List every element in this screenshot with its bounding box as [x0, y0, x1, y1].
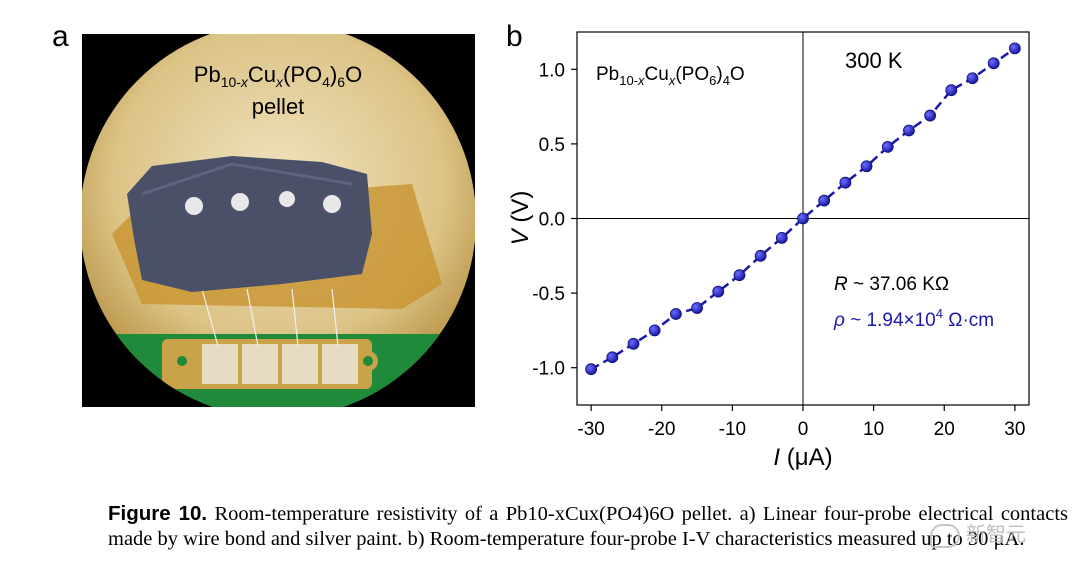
y-tick-label: -0.5 [532, 284, 565, 305]
sample-photo: Pb10-xCux(PO4)6O pellet [82, 34, 475, 407]
data-point [797, 212, 809, 225]
y-tick-label: -1.0 [532, 359, 565, 380]
data-point [839, 176, 852, 189]
data-point [712, 285, 725, 298]
x-tick-label: -20 [648, 419, 675, 440]
data-point [881, 140, 894, 153]
panel-b-letter: b [506, 20, 523, 53]
x-tick-label: -30 [577, 419, 604, 440]
data-point [1008, 42, 1021, 55]
data-point [733, 269, 746, 282]
data-point [754, 249, 767, 262]
figure-caption: Figure 10. Room-temperature resistivity … [108, 501, 1068, 552]
data-point [860, 160, 873, 173]
pellet-sample [127, 156, 372, 292]
y-axis-label: V (V) [507, 191, 534, 246]
y-tick-label: 1.0 [539, 60, 565, 81]
resistivity-annotation: ρ ~ 1.94×104 Ω·cm [833, 306, 994, 331]
temperature-annotation: 300 K [845, 48, 903, 73]
data-point [585, 363, 598, 376]
data-point [818, 194, 831, 207]
x-tick-label: 20 [934, 419, 955, 440]
watermark: 新智元 [930, 518, 1026, 548]
caption-lead: Figure 10. [108, 502, 208, 525]
data-point [606, 351, 619, 364]
data-point [966, 72, 979, 85]
x-tick-label: -10 [719, 419, 746, 440]
caption-text: Room-temperature resistivity of a Pb10-x… [108, 503, 1069, 550]
x-tick-label: 10 [863, 419, 884, 440]
x-axis-label: I (μA) [773, 444, 832, 471]
data-point [627, 337, 640, 350]
panel-a-letter: a [52, 20, 69, 53]
data-point [648, 324, 661, 337]
watermark-text: 新智元 [966, 524, 1026, 546]
resistance-annotation: R ~ 37.06 KΩ [834, 274, 949, 295]
photo-label-formula: Pb10-xCux(PO4)6O [194, 62, 362, 90]
chart-formula-annotation: Pb10-xCux(PO6)4O [596, 64, 745, 88]
x-tick-label: 30 [1004, 419, 1025, 440]
wechat-icon [930, 523, 960, 548]
data-point [691, 302, 703, 314]
y-tick-label: 0.5 [539, 135, 565, 156]
data-point [669, 308, 682, 320]
data-point [903, 124, 915, 137]
data-point [987, 57, 1000, 70]
data-point [924, 109, 937, 122]
photo-label-pellet: pellet [252, 94, 305, 119]
y-tick-label: 0.0 [539, 210, 565, 231]
iv-chart: -30 -20 -10 0 10 20 30 -1.0 -0.5 0.0 0.5 1.0 Pb10-x… [500, 20, 1060, 475]
data-point [775, 231, 788, 244]
x-tick-label: 0 [798, 419, 809, 440]
data-point [945, 84, 958, 97]
